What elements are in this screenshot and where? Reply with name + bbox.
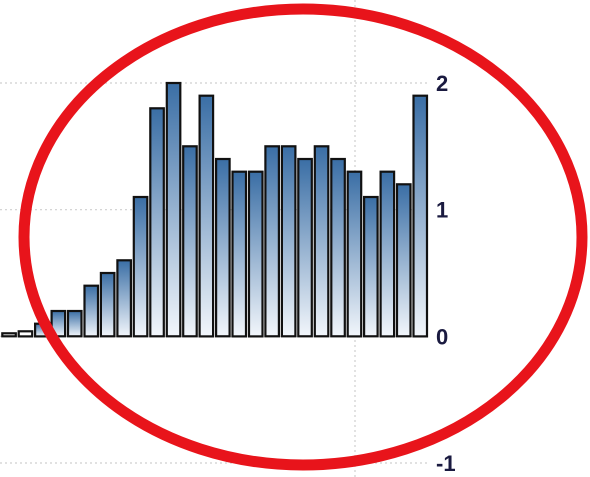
bar: [149, 107, 165, 338]
y-tick-label: 0: [436, 324, 448, 349]
y-tick-label: 2: [436, 71, 448, 96]
bar: [313, 145, 330, 338]
bar: [412, 94, 429, 338]
bar: [116, 259, 133, 338]
bar: [247, 170, 264, 338]
bar: [297, 157, 313, 338]
bar: [264, 145, 280, 338]
bar: [198, 94, 215, 338]
bar: [330, 157, 346, 338]
bar: [395, 183, 412, 338]
bar: [182, 145, 198, 338]
y-tick-label: 1: [436, 198, 448, 223]
bar: [17, 330, 34, 338]
bar: [99, 271, 116, 338]
bar: [363, 195, 379, 338]
bar: [379, 170, 396, 338]
bar: [215, 157, 231, 338]
y-tick-label: -1: [436, 451, 456, 476]
bar: [231, 170, 248, 338]
y-axis: 2 1 0 -1: [436, 71, 456, 476]
bar: [1, 332, 17, 338]
bar: [83, 284, 100, 338]
bar: [132, 195, 149, 338]
bar: [165, 81, 182, 338]
annotation-layer: [18, 3, 588, 471]
bar: [66, 309, 83, 338]
bars: [1, 81, 429, 338]
bar: [50, 309, 67, 338]
bar: [280, 145, 297, 338]
highlight-ellipse: [18, 3, 588, 471]
bar: [346, 170, 363, 338]
